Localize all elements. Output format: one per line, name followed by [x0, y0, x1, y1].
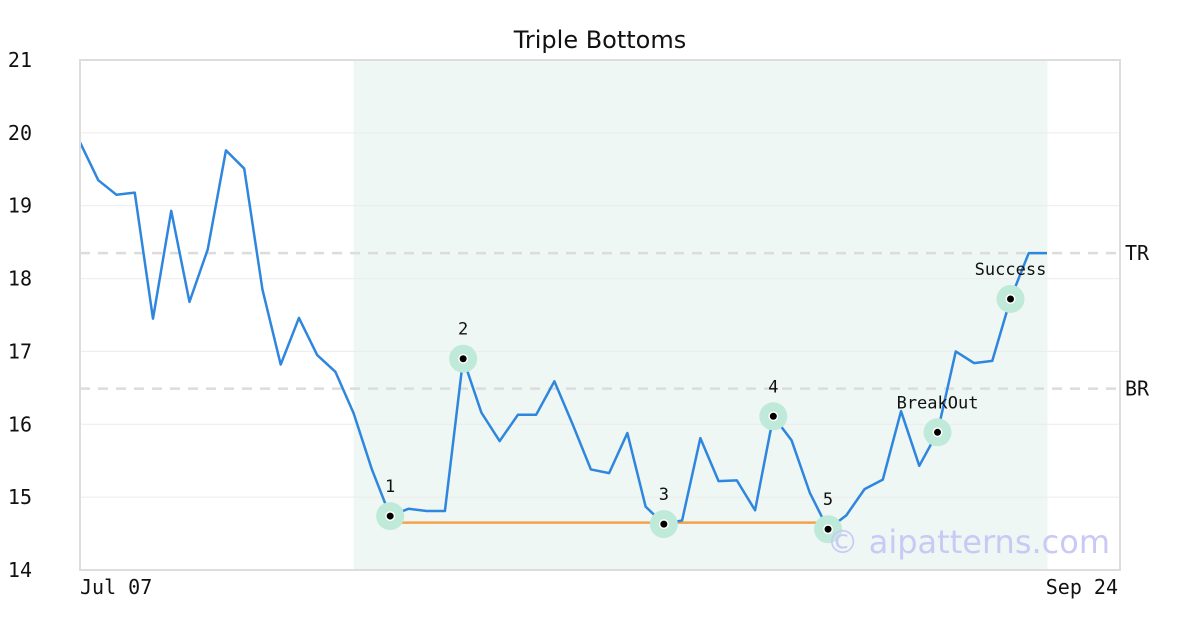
grid-layer — [80, 132, 1120, 498]
marker-dot-breakout — [934, 428, 942, 436]
y-tick-label: 16 — [8, 412, 32, 436]
y-tick-label: 19 — [8, 194, 32, 218]
y-tick-label: 15 — [8, 485, 32, 509]
x-tick-first: Jul 07 — [80, 575, 152, 599]
annotation-label-3: 3 — [659, 485, 669, 505]
highlight-region-layer — [353, 60, 1048, 570]
watermark: © aipatterns.com — [827, 523, 1110, 561]
y-tick-label: 18 — [8, 267, 32, 291]
marker-dot-1 — [386, 512, 394, 520]
annotation-label-1: 1 — [385, 477, 395, 497]
annotation-label-success: Success — [975, 260, 1047, 280]
marker-dot-success — [1007, 295, 1015, 303]
marker-dot-2 — [459, 355, 467, 363]
y-tick-label: 21 — [8, 48, 32, 72]
y-tick-label: 20 — [8, 121, 32, 145]
series-layer — [78, 141, 1047, 531]
y-tick-label: 14 — [8, 558, 32, 582]
pattern-region — [353, 60, 1048, 570]
annotation-label-breakout: BreakOut — [897, 393, 979, 413]
reference-label-tr: TR — [1125, 241, 1150, 265]
x-tick-last: Sep 24 — [1046, 575, 1118, 599]
marker-dot-4 — [769, 412, 777, 420]
y-tick-label: 17 — [8, 339, 32, 363]
reference-label-br: BR — [1125, 377, 1150, 401]
price-line — [78, 141, 1047, 531]
marker-dot-3 — [660, 520, 668, 528]
markers-layer: 1 2 3 4 5 BreakOut Success — [376, 260, 1047, 544]
plot-frame — [79, 59, 1121, 571]
y-axis-ticks: 14 15 16 17 18 19 20 21 — [8, 48, 32, 582]
annotation-label-5: 5 — [823, 490, 833, 510]
annotation-label-2: 2 — [458, 320, 468, 340]
marker-dot-5 — [824, 525, 832, 533]
annotation-label-4: 4 — [768, 377, 778, 397]
chart-title: Triple Bottoms — [513, 26, 687, 54]
